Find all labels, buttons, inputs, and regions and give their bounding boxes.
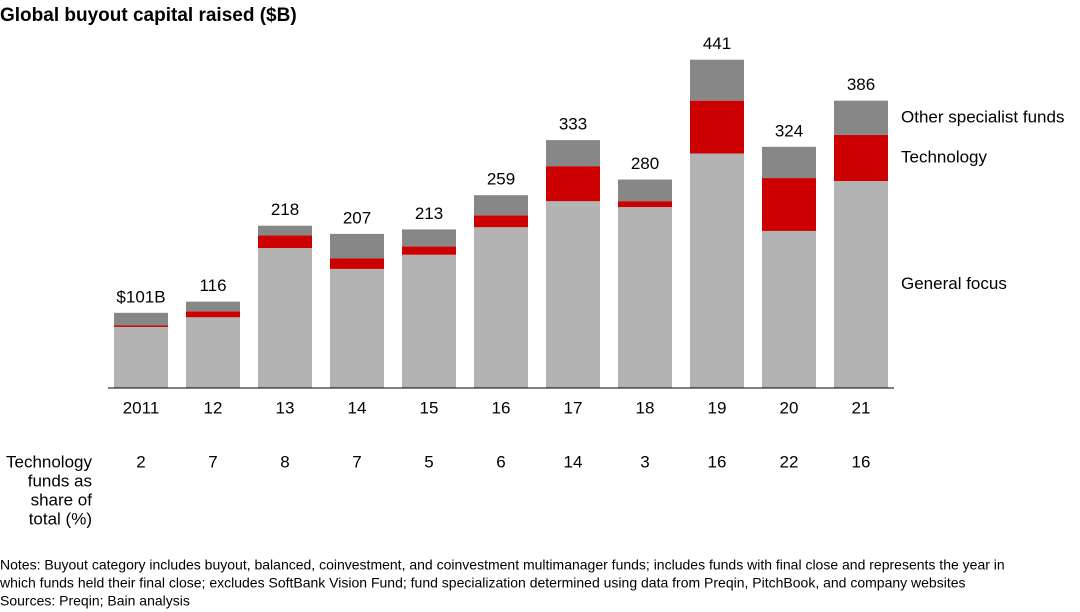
- total-label: 259: [487, 170, 515, 189]
- note: which funds held their final close; excl…: [0, 575, 966, 591]
- share-value: 16: [852, 452, 871, 471]
- bar-segment: [834, 181, 888, 388]
- bar-segment: [618, 179, 672, 202]
- x-tick-label: 19: [708, 398, 727, 417]
- bar-segment: [186, 317, 240, 388]
- x-tick-label: 18: [636, 398, 655, 417]
- total-label: $101B: [116, 287, 165, 306]
- bar-segment: [330, 258, 384, 269]
- bar-segment: [546, 201, 600, 388]
- bar-segment: [474, 227, 528, 388]
- share-label: share of: [31, 490, 93, 509]
- total-label: 116: [199, 276, 226, 295]
- bar-segment: [762, 178, 816, 231]
- bar-segment: [546, 166, 600, 202]
- bar-segment: [114, 325, 168, 327]
- x-tick-label: 21: [852, 398, 871, 417]
- note: Notes: Buyout category includes buyout, …: [0, 557, 1005, 573]
- x-tick-label: 13: [276, 398, 295, 417]
- x-tick-label: 14: [348, 398, 367, 417]
- legend-label: Technology: [901, 147, 988, 166]
- chart-title: Global buyout capital raised ($B): [0, 5, 297, 26]
- total-label: 218: [271, 200, 299, 219]
- share-value: 3: [640, 452, 649, 471]
- bar-segment: [690, 59, 744, 101]
- bar-segment: [618, 207, 672, 388]
- bar-segment: [618, 201, 672, 208]
- share-label: Technology: [6, 452, 93, 471]
- bar-segment: [690, 153, 744, 388]
- x-tick-label: 15: [420, 398, 439, 417]
- share-value: 7: [352, 452, 361, 471]
- bar-segment: [402, 246, 456, 255]
- bar-segment: [186, 311, 240, 318]
- share-value: 7: [208, 452, 217, 471]
- legend-label: Other specialist funds: [901, 107, 1064, 126]
- bar-segment: [114, 312, 168, 326]
- share-label: total (%): [29, 509, 92, 528]
- bar-segment: [834, 100, 888, 135]
- bar-segment: [258, 248, 312, 388]
- note: Sources: Preqin; Bain analysis: [0, 593, 190, 609]
- total-label: 386: [847, 75, 875, 94]
- total-label: 207: [343, 208, 371, 227]
- share-value: 22: [780, 452, 799, 471]
- total-label: 280: [631, 154, 659, 173]
- share-value: 5: [424, 452, 433, 471]
- share-value: 8: [280, 452, 289, 471]
- x-tick-label: 20: [780, 398, 799, 417]
- bar-segment: [474, 215, 528, 228]
- share-value: 16: [708, 452, 727, 471]
- bar-segment: [762, 146, 816, 179]
- bar-segment: [402, 229, 456, 247]
- x-tick-label: 17: [564, 398, 583, 417]
- total-label: 441: [703, 34, 731, 53]
- bar-segment: [762, 230, 816, 388]
- share-value: 6: [496, 452, 505, 471]
- bar-segment: [258, 225, 312, 236]
- x-tick-label: 2011: [123, 398, 160, 417]
- total-label: 324: [775, 121, 803, 140]
- x-tick-label: 16: [492, 398, 511, 417]
- total-label: 213: [415, 204, 443, 223]
- bar-segment: [330, 268, 384, 388]
- share-value: 2: [136, 452, 145, 471]
- bar-segment: [330, 233, 384, 259]
- bar-segment: [258, 235, 312, 249]
- legend-label: General focus: [901, 274, 1007, 293]
- share-value: 14: [564, 452, 583, 471]
- bar-segment: [546, 140, 600, 167]
- share-label: funds as: [28, 471, 92, 490]
- bar-segment: [402, 254, 456, 388]
- bar-segment: [690, 100, 744, 154]
- bar-segment: [474, 195, 528, 216]
- bar-segment: [834, 134, 888, 182]
- bar-segment: [114, 326, 168, 388]
- x-tick-label: 12: [204, 398, 223, 417]
- total-label: 333: [559, 115, 587, 134]
- bar-segment: [186, 301, 240, 312]
